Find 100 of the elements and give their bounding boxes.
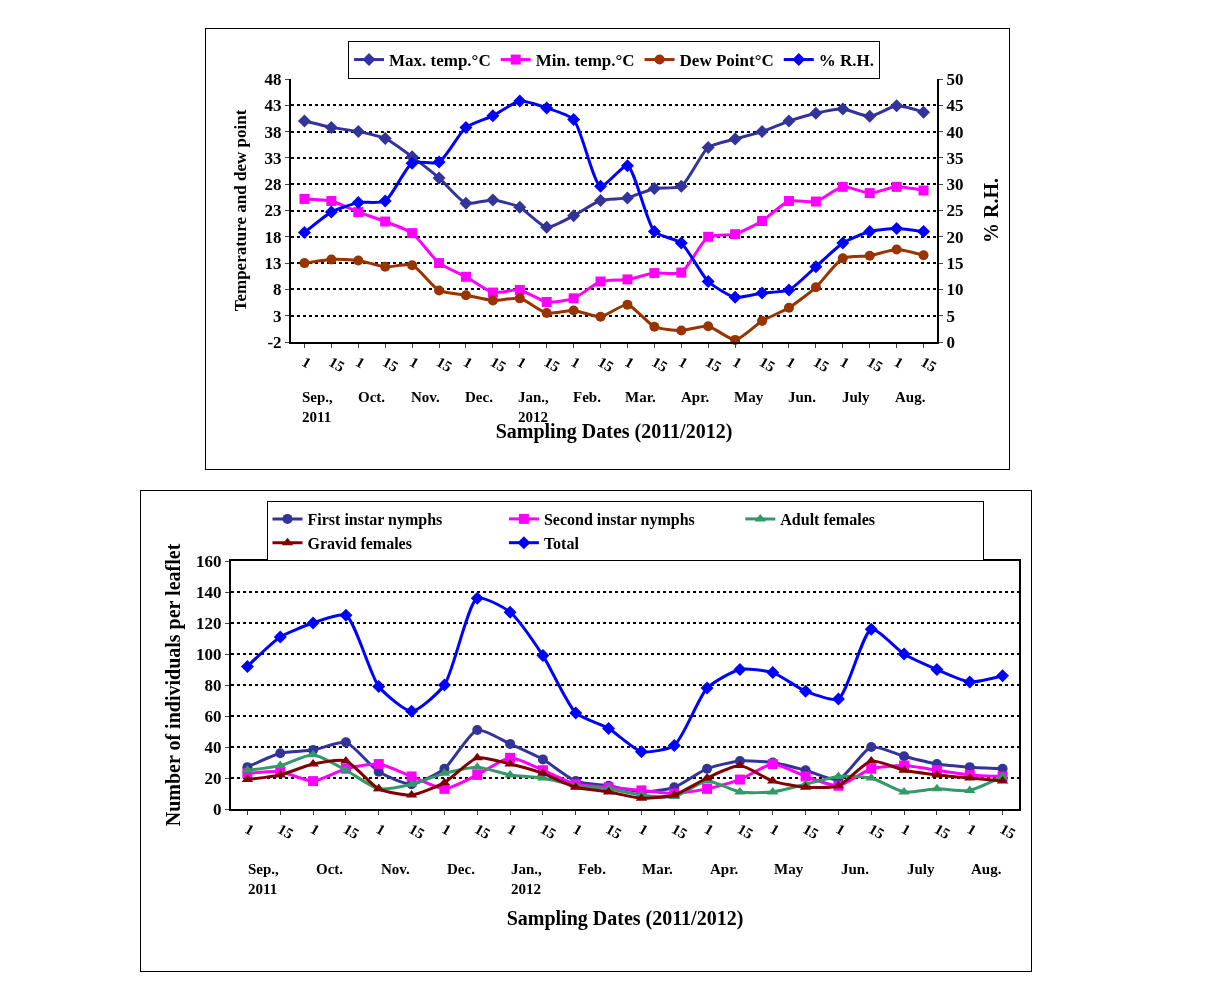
- point: [513, 94, 527, 108]
- point: [837, 181, 848, 192]
- x-tick-label: 1: [373, 820, 388, 839]
- point: [405, 704, 419, 718]
- y2-axis-title: % R.H.: [980, 178, 1002, 243]
- y-tick-label: 18: [264, 227, 282, 247]
- x-tick-label: 15: [433, 353, 455, 376]
- point: [890, 99, 904, 113]
- point: [730, 229, 741, 240]
- point: [676, 325, 687, 336]
- point: [472, 724, 483, 735]
- text: Apr.: [710, 861, 739, 877]
- y-tick-label: 23: [264, 201, 282, 221]
- point: [733, 663, 747, 676]
- x-tick-label: 15: [275, 820, 296, 843]
- y2-tick-label: 45: [946, 96, 964, 116]
- point: [863, 225, 877, 239]
- x-tick-label: 15: [406, 820, 428, 843]
- legend-label: Max. temp.°C: [389, 51, 491, 71]
- text: Apr.: [681, 389, 710, 405]
- y-tick-label: 48: [264, 69, 282, 89]
- point: [649, 268, 660, 279]
- point: [757, 315, 768, 326]
- x-tick-label: 15: [603, 820, 625, 843]
- point: [297, 226, 311, 240]
- x-tick-label: 1: [729, 353, 745, 372]
- point: [326, 254, 337, 265]
- point: [514, 284, 525, 295]
- point: [864, 188, 875, 199]
- x-tick-label: 15: [864, 353, 886, 376]
- text: Feb.: [573, 389, 602, 405]
- point: [702, 763, 713, 774]
- text: Sep., 2011: [248, 861, 280, 897]
- point: [728, 132, 742, 146]
- y2-tick-label: 20: [946, 227, 964, 247]
- point: [432, 155, 446, 169]
- point: [734, 774, 745, 785]
- point: [810, 196, 821, 207]
- point: [755, 125, 769, 139]
- text: Dec.: [465, 389, 494, 405]
- point: [594, 179, 608, 193]
- point: [890, 221, 904, 235]
- x-tick-label: 15: [649, 353, 671, 376]
- point: [541, 297, 552, 308]
- point: [240, 659, 254, 673]
- text: Oct.: [358, 389, 386, 405]
- point: [634, 745, 648, 759]
- point: [569, 706, 583, 720]
- point: [437, 678, 451, 692]
- point: [380, 216, 391, 227]
- point: [800, 771, 811, 782]
- point: [647, 181, 661, 195]
- point: [864, 622, 878, 636]
- point: [378, 131, 392, 145]
- x-tick-label: 1: [701, 820, 717, 839]
- legend-label: Adult females: [780, 511, 875, 529]
- legend-label: Min. temp.°C: [535, 51, 635, 71]
- point: [674, 179, 688, 193]
- x-tick-label: 1: [833, 820, 848, 839]
- x-tick-label: 15: [756, 353, 778, 376]
- y-tick-label: 33: [264, 148, 282, 168]
- y-axis-title: Temperature and dew point: [231, 109, 250, 312]
- text: Jun.: [788, 389, 817, 405]
- point: [537, 754, 548, 765]
- point: [503, 605, 517, 619]
- x-tick-label: 1: [964, 820, 979, 839]
- point: [405, 156, 419, 170]
- point: [674, 236, 688, 250]
- point: [307, 749, 319, 758]
- x-tick-label: 15: [800, 820, 822, 843]
- point: [647, 225, 661, 239]
- x-tick-label: 1: [783, 353, 799, 372]
- point: [799, 684, 813, 698]
- point: [891, 244, 902, 255]
- point: [701, 140, 715, 154]
- y-tick-label: 140: [196, 582, 222, 602]
- text: Nov.: [381, 861, 410, 877]
- point: [505, 738, 516, 749]
- y2-tick-label: 5: [946, 306, 955, 326]
- x-tick-label: 1: [307, 820, 323, 839]
- y2-tick-label: 50: [946, 69, 964, 89]
- text: Jun.: [841, 861, 870, 877]
- x-tick-label: 15: [918, 353, 940, 376]
- point: [766, 666, 780, 680]
- legend-label: % R.H.: [818, 51, 874, 71]
- x-tick-label: 15: [931, 820, 953, 843]
- text: Aug.: [895, 389, 926, 405]
- point: [407, 260, 418, 271]
- point: [918, 250, 929, 261]
- x-tick-label: 1: [242, 820, 257, 839]
- point: [620, 159, 634, 173]
- x-axis-title: Sampling Dates (2011/2012): [506, 907, 744, 931]
- x-tick-label: 15: [487, 353, 509, 376]
- x-tick-label: 1: [570, 820, 585, 839]
- point: [351, 125, 365, 139]
- y-tick-label: 80: [204, 675, 222, 695]
- text: Mar.: [642, 861, 673, 877]
- point: [407, 228, 418, 239]
- point: [353, 255, 364, 266]
- y2-tick-label: 10: [946, 280, 964, 300]
